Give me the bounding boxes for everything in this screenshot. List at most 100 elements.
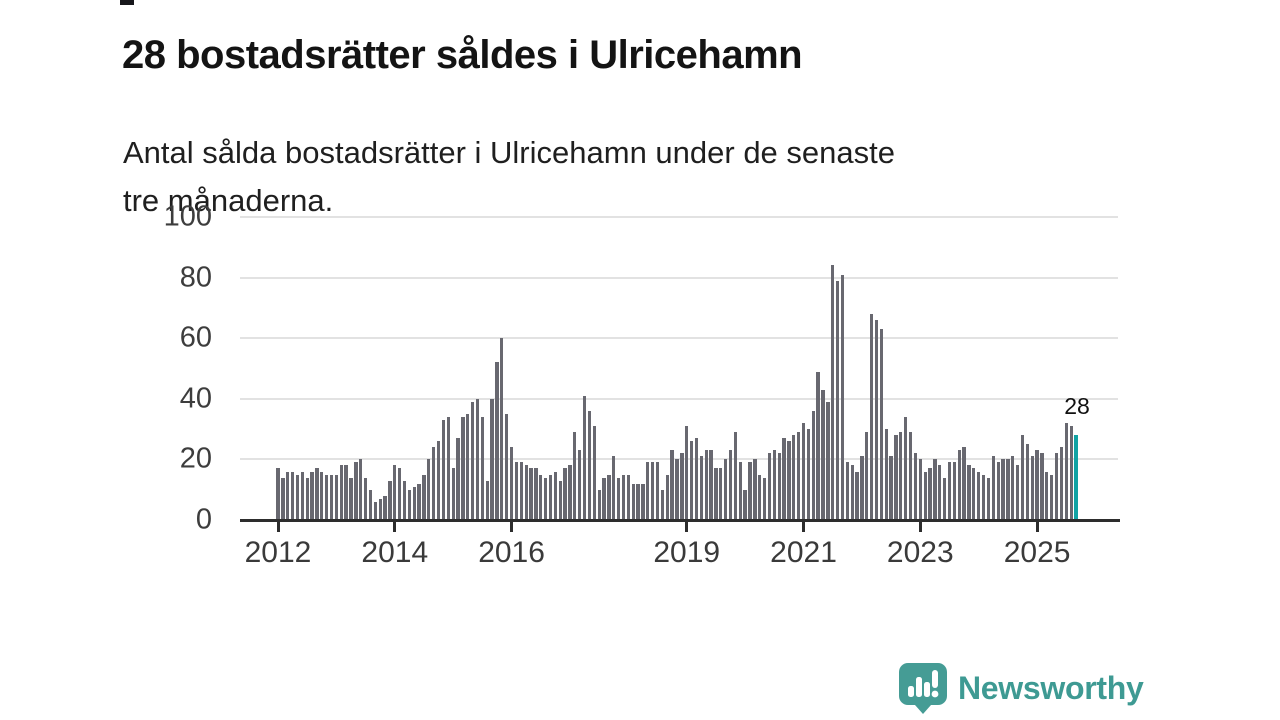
x-tick-label: 2016 [478, 536, 545, 569]
bar [1006, 459, 1010, 520]
bar [928, 468, 932, 520]
last-bar-value-label: 28 [1064, 393, 1090, 419]
bar [801, 423, 806, 520]
bar [315, 468, 319, 520]
bar [519, 462, 523, 520]
bar [563, 468, 567, 520]
bar [996, 462, 1000, 520]
bar [509, 447, 514, 520]
bar [655, 462, 660, 520]
bar [470, 401, 475, 520]
newsworthy-logo-text: Newsworthy [958, 670, 1144, 706]
bar [908, 432, 913, 520]
x-tick-label: 2023 [886, 536, 954, 569]
bar [281, 477, 285, 520]
bar [592, 426, 596, 520]
bar [621, 474, 626, 520]
bar [942, 477, 947, 520]
bar [402, 480, 407, 520]
bar [539, 474, 543, 520]
bar [393, 465, 397, 520]
bar [1050, 474, 1054, 520]
bar [782, 438, 786, 520]
bar [534, 468, 538, 520]
chart-title: 28 bostadsrätter såldes i Ulricehamn [122, 32, 803, 77]
bar [874, 320, 879, 520]
bar [728, 450, 733, 520]
y-tick-label: 60 [179, 321, 212, 354]
gridline [240, 216, 1118, 218]
bar [500, 338, 504, 520]
bar [962, 447, 966, 520]
bar [685, 426, 689, 520]
bar [1045, 471, 1049, 520]
bar [461, 416, 465, 520]
x-tick [276, 522, 280, 532]
bar [694, 438, 699, 520]
gridline [240, 276, 1118, 279]
bar [772, 450, 776, 520]
bar [748, 462, 752, 520]
bar [553, 471, 557, 520]
bar [626, 474, 630, 520]
bar [1064, 423, 1068, 520]
bar [398, 468, 402, 520]
bar [616, 477, 621, 520]
bar [427, 459, 431, 520]
bar [300, 471, 304, 520]
bar [354, 462, 358, 520]
bar [363, 477, 368, 520]
x-axis-line [240, 519, 1120, 522]
bar [831, 265, 835, 520]
bar [417, 483, 421, 520]
x-tick [802, 522, 806, 532]
bar [524, 465, 528, 520]
bar [689, 441, 694, 520]
bar [787, 441, 791, 520]
chart-subtitle: Antal sålda bostadsrätter i Ulricehamn u… [123, 135, 895, 218]
bar [1011, 456, 1015, 520]
bar [325, 474, 329, 520]
bar [378, 498, 382, 520]
bar [977, 471, 981, 520]
bar [884, 429, 888, 520]
bar [368, 489, 373, 520]
bar [631, 483, 635, 520]
y-tick-label: 20 [179, 442, 212, 475]
x-tick-label: 2019 [653, 536, 721, 569]
bar [568, 465, 572, 520]
bar [767, 453, 772, 520]
bar [446, 416, 450, 520]
bar [436, 441, 441, 520]
newsworthy-badge-icon [899, 663, 947, 714]
bar [704, 450, 708, 520]
bar [432, 447, 436, 520]
bar [850, 465, 854, 520]
bar [719, 468, 723, 520]
bar [334, 474, 339, 520]
bar [286, 471, 290, 520]
bar [952, 462, 957, 520]
y-tick-label: 0 [195, 503, 212, 536]
bar [738, 462, 742, 520]
bar [1030, 456, 1034, 520]
bar [733, 432, 738, 520]
bar [826, 401, 830, 520]
bar [290, 471, 295, 520]
bar [972, 468, 976, 520]
bar [957, 450, 961, 520]
bar [329, 474, 334, 520]
bar [412, 486, 416, 520]
bar [675, 459, 679, 520]
bar [1040, 453, 1044, 520]
y-tick-label: 40 [179, 382, 212, 415]
bar [811, 410, 815, 520]
bar [670, 450, 674, 520]
bar [894, 435, 898, 520]
bar [743, 489, 747, 520]
bar [981, 474, 986, 520]
bar [660, 489, 665, 520]
bar [758, 474, 762, 520]
bar [407, 489, 412, 520]
x-tick [685, 522, 689, 532]
